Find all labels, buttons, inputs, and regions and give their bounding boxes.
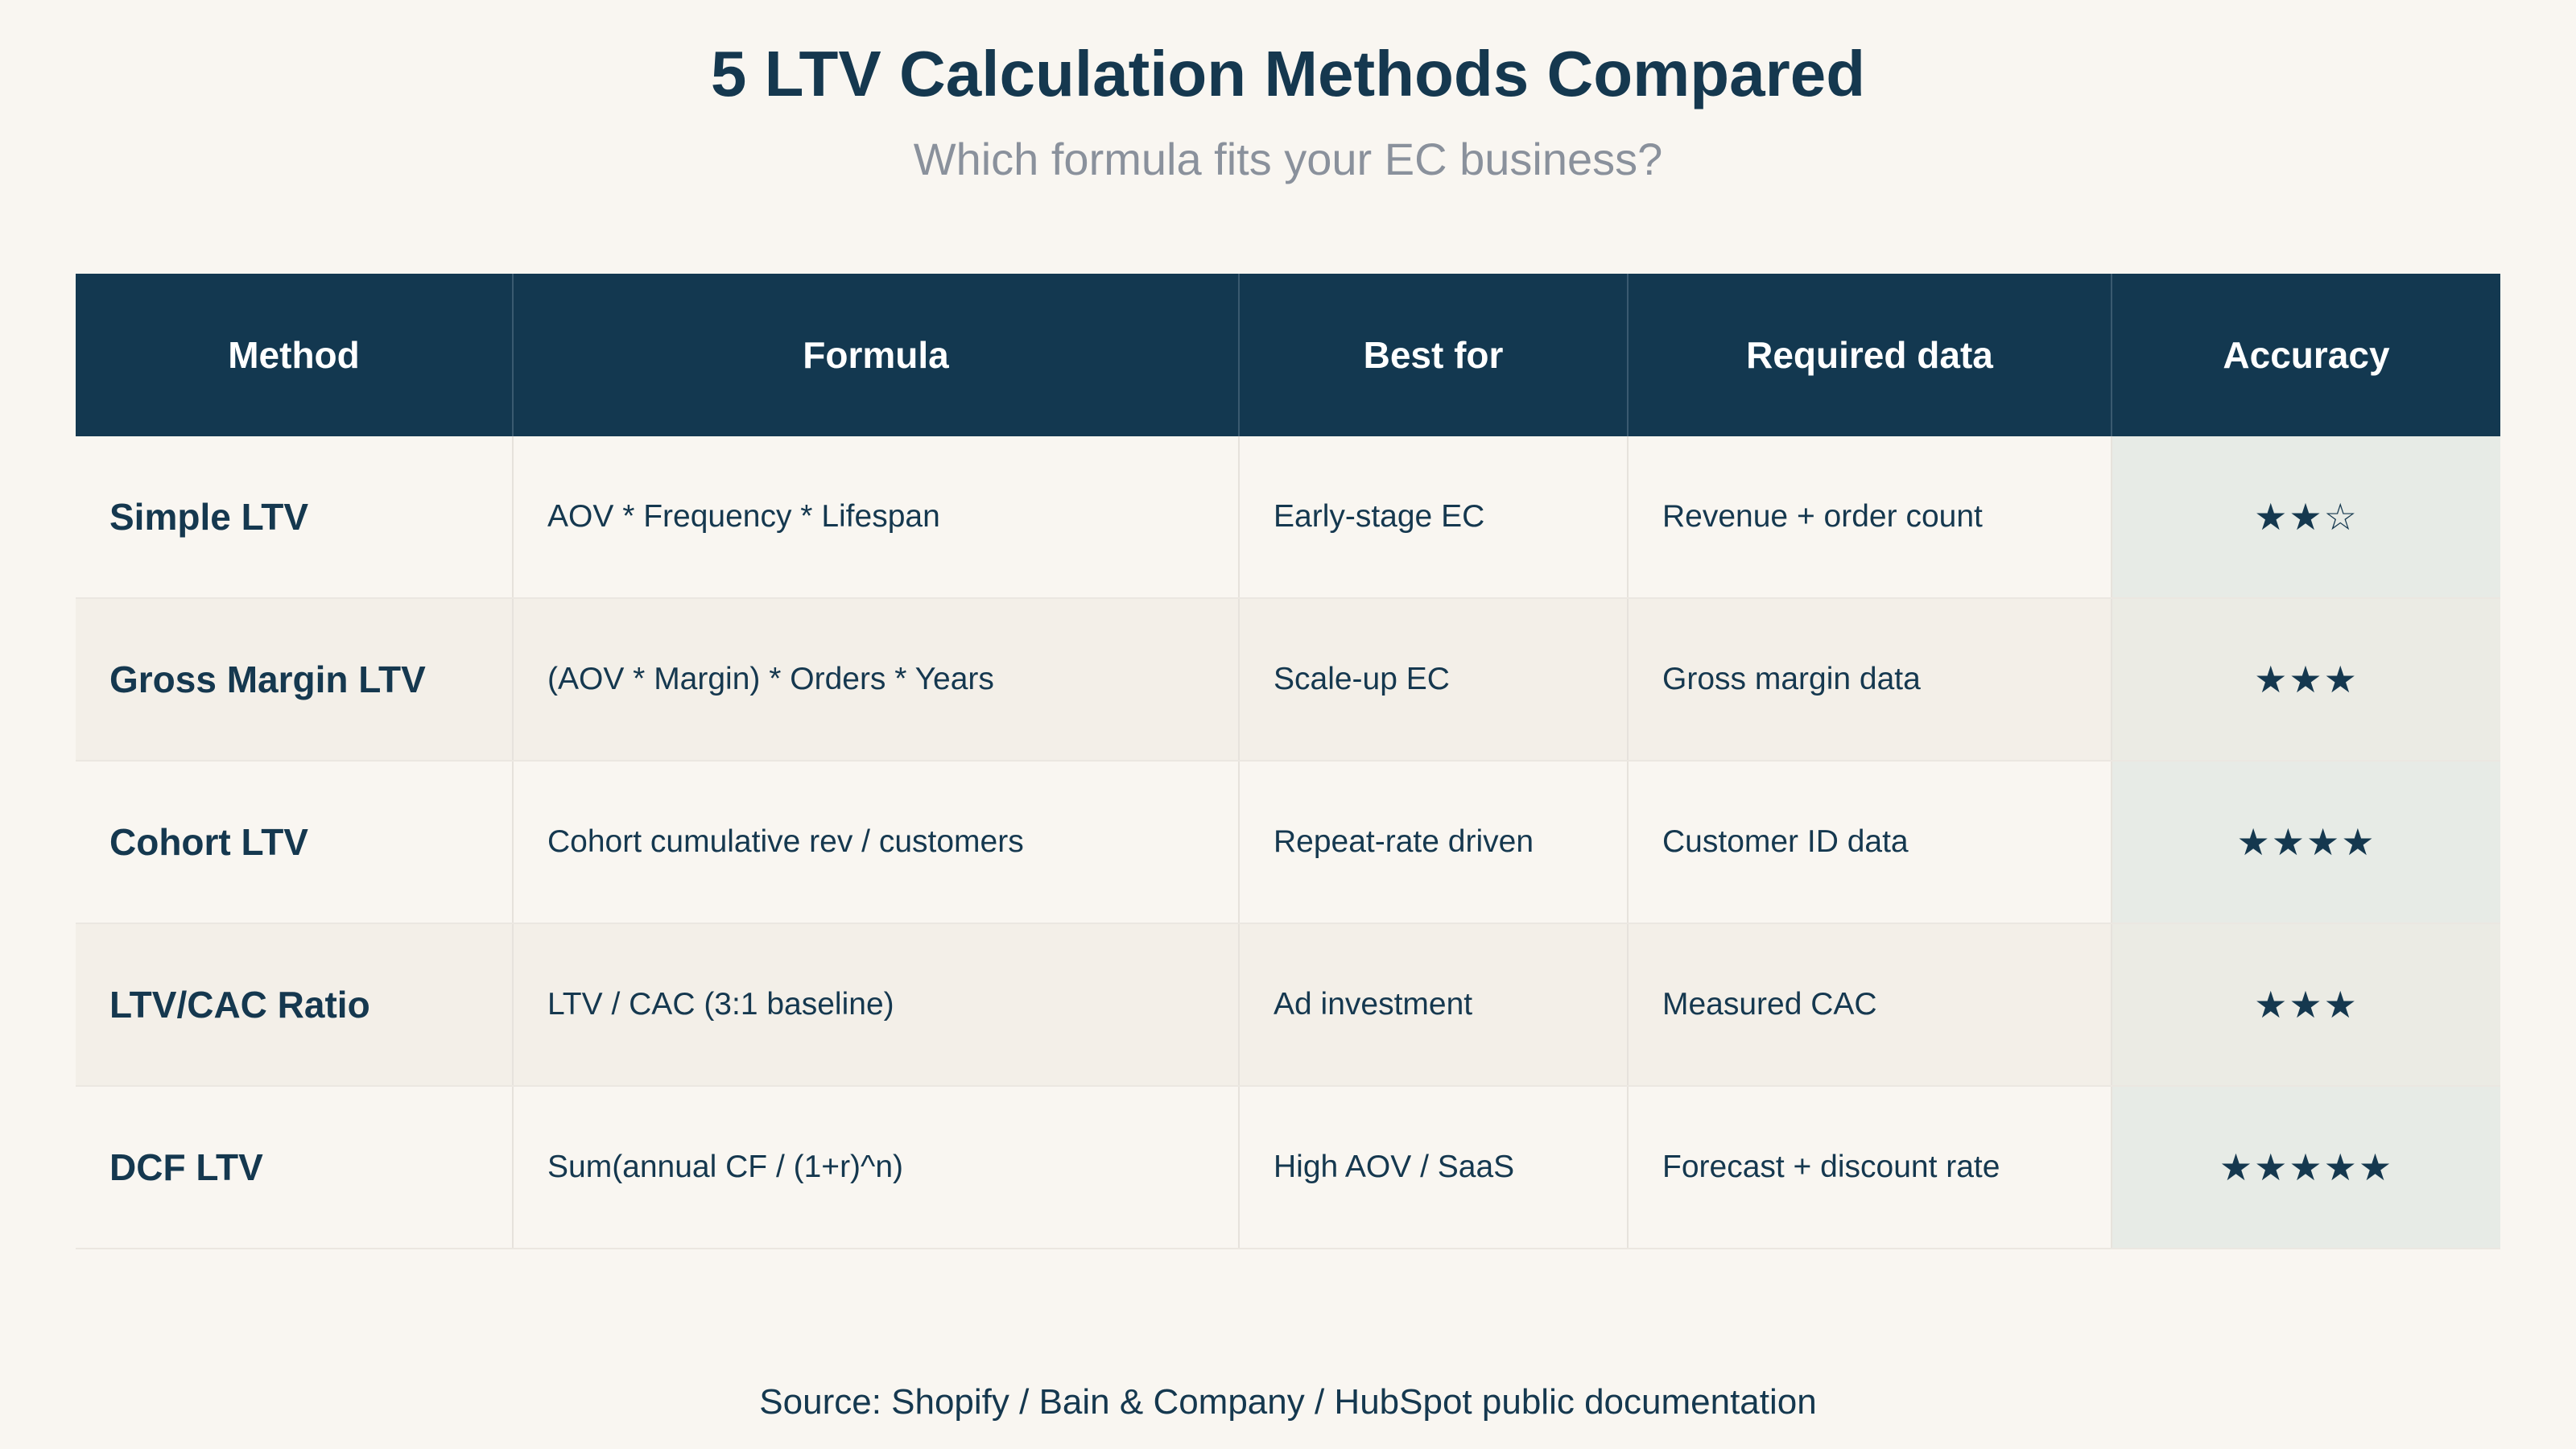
header-required-data: Required data [1628, 274, 2112, 436]
accuracy-stars: ★★★★ [2112, 761, 2500, 924]
table-row: Simple LTV AOV * Frequency * Lifespan Ea… [76, 436, 2500, 599]
header-accuracy: Accuracy [2112, 274, 2500, 436]
required-data-cell: Measured CAC [1628, 923, 2112, 1087]
method-cell: Gross Margin LTV [76, 598, 514, 762]
table-row: Gross Margin LTV (AOV * Margin) * Orders… [76, 598, 2500, 762]
best-for-cell: Repeat-rate driven [1239, 761, 1629, 924]
accuracy-stars: ★★★ [2112, 598, 2500, 762]
table-header-row: Method Formula Best for Required data Ac… [76, 274, 2500, 436]
formula-cell: AOV * Frequency * Lifespan [513, 436, 1240, 599]
method-cell: LTV/CAC Ratio [76, 923, 514, 1087]
accuracy-stars: ★★★★★ [2112, 1086, 2500, 1249]
header-formula: Formula [513, 274, 1240, 436]
required-data-cell: Revenue + order count [1628, 436, 2112, 599]
page-subtitle: Which formula fits your EC business? [913, 134, 1663, 184]
table-row: DCF LTV Sum(annual CF / (1+r)^n) High AO… [76, 1086, 2500, 1249]
method-cell: DCF LTV [76, 1086, 514, 1249]
accuracy-stars: ★★★ [2112, 923, 2500, 1087]
best-for-cell: Ad investment [1239, 923, 1629, 1087]
header-method: Method [76, 274, 514, 436]
accuracy-stars: ★★☆ [2112, 436, 2500, 599]
best-for-cell: Scale-up EC [1239, 598, 1629, 762]
page-title: 5 LTV Calculation Methods Compared [710, 38, 1866, 109]
formula-cell: Cohort cumulative rev / customers [513, 761, 1240, 924]
method-cell: Cohort LTV [76, 761, 514, 924]
formula-cell: Sum(annual CF / (1+r)^n) [513, 1086, 1240, 1249]
required-data-cell: Forecast + discount rate [1628, 1086, 2112, 1249]
best-for-cell: Early-stage EC [1239, 436, 1629, 599]
table-row: LTV/CAC Ratio LTV / CAC (3:1 baseline) A… [76, 923, 2500, 1087]
formula-cell: LTV / CAC (3:1 baseline) [513, 923, 1240, 1087]
header-best-for: Best for [1239, 274, 1629, 436]
formula-cell: (AOV * Margin) * Orders * Years [513, 598, 1240, 762]
source-note: Source: Shopify / Bain & Company / HubSp… [759, 1382, 1817, 1422]
required-data-cell: Customer ID data [1628, 761, 2112, 924]
method-cell: Simple LTV [76, 436, 514, 599]
required-data-cell: Gross margin data [1628, 598, 2112, 762]
best-for-cell: High AOV / SaaS [1239, 1086, 1629, 1249]
ltv-methods-table: Method Formula Best for Required data Ac… [76, 274, 2500, 1249]
table-row: Cohort LTV Cohort cumulative rev / custo… [76, 761, 2500, 924]
